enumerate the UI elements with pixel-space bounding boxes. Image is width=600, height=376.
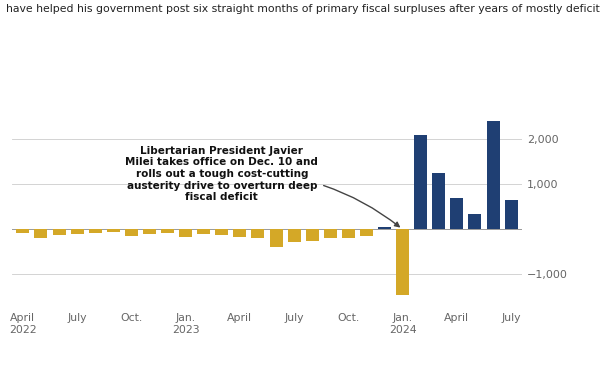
Bar [287,229,301,241]
Bar [306,229,319,241]
Bar [233,229,247,237]
Bar [396,229,409,295]
Bar [71,229,83,234]
Bar [251,229,265,238]
Bar [143,229,156,234]
Bar [414,135,427,229]
Bar [505,200,518,229]
Bar [432,173,445,229]
Bar [179,229,192,238]
Bar [161,229,174,233]
Bar [487,121,500,229]
Bar [197,229,210,234]
Bar [269,229,283,247]
Text: have helped his government post six straight months of primary fiscal surpluses : have helped his government post six stra… [6,4,600,14]
Bar [378,227,391,229]
Bar [53,229,65,235]
Bar [34,229,47,238]
Bar [89,229,102,232]
Bar [107,229,120,232]
Bar [342,229,355,238]
Bar [324,229,337,238]
Text: Libertarian President Javier
Milei takes office on Dec. 10 and
rolls out a tough: Libertarian President Javier Milei takes… [125,146,399,227]
Bar [125,229,138,236]
Bar [16,229,29,233]
Bar [360,229,373,236]
Bar [469,214,481,229]
Bar [215,229,228,235]
Bar [451,198,463,229]
